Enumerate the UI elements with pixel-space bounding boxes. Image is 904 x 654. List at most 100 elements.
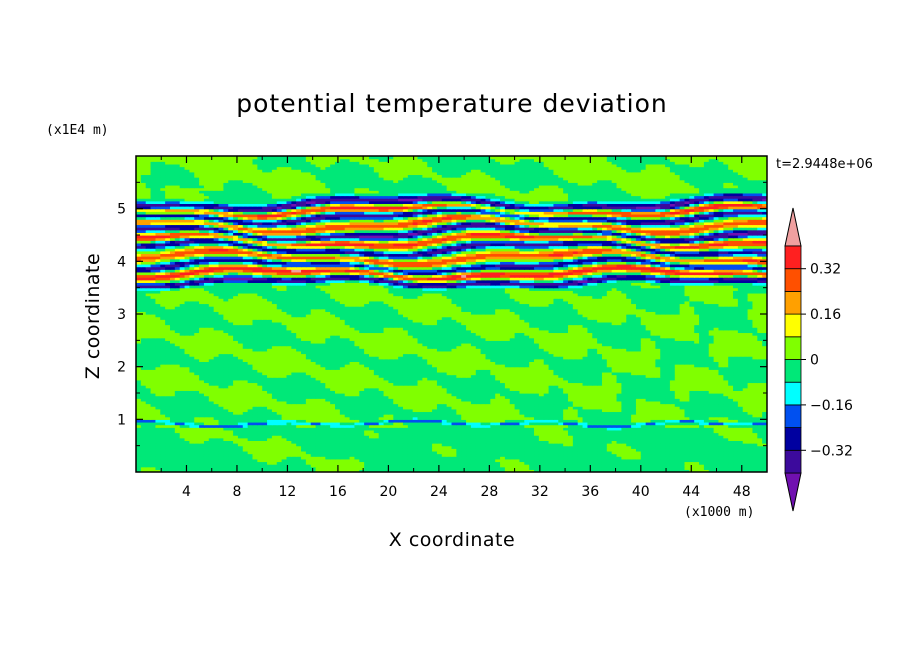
contour-cell [393,435,399,439]
contour-cell [252,453,258,457]
contour-cell [203,408,210,413]
contour-cell [529,445,535,449]
contour-cell [344,440,351,444]
contour-cell [247,469,254,472]
contour-cell [301,377,307,381]
contour-cell [699,408,705,413]
contour-cell [538,466,545,470]
contour-cell [534,424,540,428]
contour-cell [402,385,409,389]
contour-cell [752,427,758,431]
contour-cell [679,374,686,378]
contour-cell [271,424,278,428]
contour-cell [635,427,642,431]
contour-cell [674,390,681,394]
contour-cell [660,377,666,381]
contour-cell [718,371,724,376]
contour-cell [456,466,462,470]
contour-cell [718,469,724,472]
contour-cell [150,453,157,457]
contour-cell [601,419,608,423]
contour-cell [145,408,152,413]
contour-cell [213,458,220,463]
contour-cell [524,461,530,465]
contour-cell [339,458,346,463]
contour-cell [504,466,511,470]
contour-cell [601,443,608,447]
contour-cell [587,453,593,457]
contour-cell [194,445,200,449]
contour-cell [650,448,656,452]
contour-cell [485,390,491,394]
contour-cell [650,445,656,449]
contour-cell [262,424,268,428]
contour-cell [213,432,220,436]
contour-cell [233,408,239,413]
contour-cell [635,416,642,420]
contour-cell [136,469,142,472]
contour-cell [723,411,729,415]
contour-cell [305,466,312,470]
contour-cell [689,411,695,415]
contour-cell [267,374,273,378]
contour-cell [490,385,496,389]
contour-cell [577,437,584,441]
contour-cell [339,398,346,402]
contour-cell [577,458,584,463]
contour-cell [490,414,496,418]
contour-cell [733,408,739,413]
contour-cell [543,390,550,394]
contour-cell [470,374,477,378]
contour-cell [728,453,734,457]
contour-cell [635,450,642,455]
contour-cell [199,429,205,434]
contour-cell [257,382,263,386]
contour-cell [296,406,302,410]
contour-cell [165,414,171,418]
contour-cell [330,406,336,410]
contour-cell [432,408,438,413]
contour-cell [660,453,666,457]
contour-cell [534,416,540,420]
contour-cell [650,379,656,384]
contour-cell [174,466,181,470]
contour-cell [694,400,700,405]
contour-cell [169,448,176,452]
contour-cell [208,432,215,436]
contour-cell [432,398,438,402]
contour-cell [150,369,157,373]
contour-cell [276,461,283,465]
contour-cell [592,377,598,381]
contour-cell [587,421,593,426]
contour-cell [689,387,695,391]
contour-cell [582,435,588,439]
contour-cell [587,411,593,415]
contour-cell [504,429,511,434]
contour-cell [359,406,365,410]
contour-cell [267,377,273,381]
contour-cell [689,406,695,410]
contour-cell [480,382,487,386]
contour-cell [684,393,690,397]
contour-cell [407,400,414,405]
contour-cell [325,429,331,434]
contour-cell [616,395,622,399]
contour-cell [519,390,525,394]
contour-cell [446,419,453,423]
contour-cell [276,448,283,452]
contour-cell [373,437,380,441]
contour-cell [606,440,613,444]
contour-cell [524,408,530,413]
contour-cell [150,429,157,434]
contour-cell [645,387,652,391]
contour-cell [325,416,331,420]
contour-cell [669,400,676,405]
contour-cell [592,432,598,436]
contour-cell [509,456,516,460]
contour-cell [553,435,559,439]
contour-cell [665,390,671,394]
contour-cell [524,437,530,441]
contour-cell [412,395,419,399]
contour-cell [723,437,729,441]
contour-cell [509,385,516,389]
